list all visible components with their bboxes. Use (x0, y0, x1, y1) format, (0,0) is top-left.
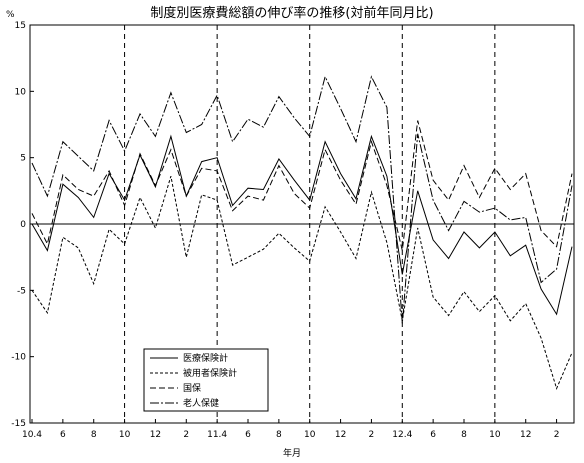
y-tick-label: 5 (20, 154, 26, 164)
x-tick-label: 6 (430, 430, 436, 440)
y-axis-ticks: 15 10 5 0 -5 -10 -15 (11, 21, 34, 429)
x-tick-label: 10 (119, 430, 131, 440)
x-tick-label: 8 (461, 430, 467, 440)
x-tick-label: 6 (245, 430, 251, 440)
x-tick-label: 6 (60, 430, 66, 440)
x-tick-label: 8 (91, 430, 97, 440)
x-tick-label: 2 (554, 430, 560, 440)
legend-box (143, 348, 269, 412)
x-tick-label: 10.4 (22, 430, 42, 440)
series-line-2 (31, 120, 573, 251)
x-tick-label: 12 (335, 430, 346, 440)
x-tick-label: 2 (369, 430, 375, 440)
y-tick-label: 0 (20, 220, 26, 230)
legend: 医療保険計 被用者保険計 国保 老人保健 (143, 348, 269, 412)
y-tick-label: 15 (15, 21, 26, 31)
legend-label-2: 国保 (183, 382, 201, 394)
x-tick-label: 11.4 (207, 430, 227, 440)
legend-label-0: 医療保険計 (183, 352, 228, 364)
y-axis-unit: % (6, 10, 15, 20)
series-lines (31, 75, 573, 390)
x-tick-label: 10 (489, 430, 501, 440)
x-tick-label: 12 (150, 430, 161, 440)
x-tick-label: 2 (183, 430, 189, 440)
series-line-3 (31, 75, 573, 324)
x-tick-label: 8 (276, 430, 282, 440)
legend-label-1: 被用者保険計 (183, 367, 237, 379)
fiscal-year-dividers (124, 25, 496, 423)
y-tick-label: -10 (11, 353, 26, 363)
legend-label-3: 老人保健 (183, 397, 219, 409)
y-tick-label: 10 (15, 87, 27, 97)
x-axis-ticks: 10.4 6 8 10 12 2 11.4 6 8 10 12 2 12.4 6 8 10 12 2 (22, 419, 559, 440)
x-tick-label: 10 (304, 430, 316, 440)
y-tick-label: -5 (17, 286, 26, 296)
y-tick-label: -15 (11, 419, 26, 429)
x-tick-label: 12.4 (392, 430, 412, 440)
x-tick-label: 12 (520, 430, 531, 440)
x-axis-title: 年月 (283, 447, 301, 459)
series-line-1 (31, 176, 573, 390)
series-line-0 (31, 134, 573, 316)
chart-title: 制度別医療費総額の伸び率の推移(対前年同月比) (150, 5, 433, 21)
